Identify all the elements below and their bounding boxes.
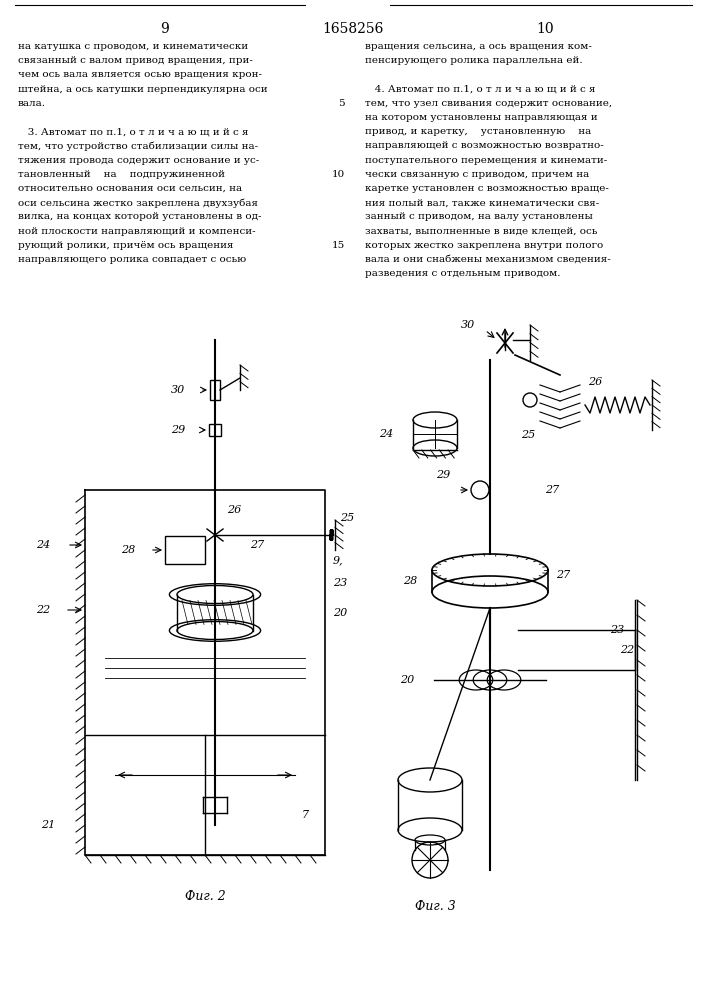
Text: 26: 26 xyxy=(588,377,602,387)
Text: относительно основания оси сельсин, на: относительно основания оси сельсин, на xyxy=(18,184,242,193)
Text: 28: 28 xyxy=(121,545,135,555)
Text: Фиг. 3: Фиг. 3 xyxy=(414,900,455,913)
Text: пенсирующего ролика параллельна ей.: пенсирующего ролика параллельна ей. xyxy=(365,56,583,65)
Text: 30: 30 xyxy=(171,385,185,395)
Text: занный с приводом, на валу установлены: занный с приводом, на валу установлены xyxy=(365,212,593,221)
Text: 24: 24 xyxy=(379,429,393,439)
Text: 5: 5 xyxy=(339,99,345,108)
Text: ния полый вал, также кинематически свя-: ния полый вал, также кинематически свя- xyxy=(365,198,600,207)
Text: 7: 7 xyxy=(301,810,308,820)
Text: 1658256: 1658256 xyxy=(322,22,384,36)
Text: вала.: вала. xyxy=(18,99,46,108)
Text: которых жестко закреплена внутри полого: которых жестко закреплена внутри полого xyxy=(365,241,603,250)
Text: вала и они снабжены механизмом сведения-: вала и они снабжены механизмом сведения- xyxy=(365,255,611,264)
Text: на котором установлены направляющая и: на котором установлены направляющая и xyxy=(365,113,597,122)
Text: поступательного перемещения и кинемати-: поступательного перемещения и кинемати- xyxy=(365,156,607,165)
Text: рующий ролики, причём ось вращения: рующий ролики, причём ось вращения xyxy=(18,241,233,250)
Text: 4. Автомат по п.1, о т л и ч а ю щ и й с я: 4. Автомат по п.1, о т л и ч а ю щ и й с… xyxy=(365,85,595,94)
Text: 15: 15 xyxy=(332,241,345,250)
Text: направляющей с возможностью возвратно-: направляющей с возможностью возвратно- xyxy=(365,141,604,150)
Text: 25: 25 xyxy=(340,513,354,523)
Text: вращения сельсина, а ось вращения ком-: вращения сельсина, а ось вращения ком- xyxy=(365,42,592,51)
Text: связанный с валом привод вращения, при-: связанный с валом привод вращения, при- xyxy=(18,56,253,65)
Text: 21: 21 xyxy=(41,820,55,830)
Text: 28: 28 xyxy=(403,576,417,586)
Text: разведения с отдельным приводом.: разведения с отдельным приводом. xyxy=(365,269,561,278)
Text: 27: 27 xyxy=(250,540,264,550)
Text: чем ось вала является осью вращения крон-: чем ось вала является осью вращения крон… xyxy=(18,70,262,79)
Text: тем, что устройство стабилизации силы на-: тем, что устройство стабилизации силы на… xyxy=(18,141,258,151)
Text: направляющего ролика совпадает с осью: направляющего ролика совпадает с осью xyxy=(18,255,246,264)
Text: 9,: 9, xyxy=(333,555,344,565)
Text: оси сельсина жестко закреплена двухзубая: оси сельсина жестко закреплена двухзубая xyxy=(18,198,258,208)
Text: 10: 10 xyxy=(332,170,345,179)
Text: вилка, на концах которой установлены в од-: вилка, на концах которой установлены в о… xyxy=(18,212,262,221)
Text: 3. Автомат по п.1, о т л и ч а ю щ и й с я: 3. Автомат по п.1, о т л и ч а ю щ и й с… xyxy=(18,127,248,136)
Text: Фиг. 2: Фиг. 2 xyxy=(185,890,226,903)
Text: 20: 20 xyxy=(399,675,414,685)
Text: тем, что узел свивания содержит основание,: тем, что узел свивания содержит основани… xyxy=(365,99,612,108)
Text: 24: 24 xyxy=(36,540,50,550)
Text: 27: 27 xyxy=(556,570,571,580)
Text: тановленный    на    подпружиненной: тановленный на подпружиненной xyxy=(18,170,225,179)
Text: 23: 23 xyxy=(610,625,624,635)
Text: каретке установлен с возможностью враще-: каретке установлен с возможностью враще- xyxy=(365,184,609,193)
Text: 22: 22 xyxy=(620,645,634,655)
Text: 22: 22 xyxy=(36,605,50,615)
Text: 25: 25 xyxy=(521,430,535,440)
Text: 29: 29 xyxy=(436,470,450,480)
Text: привод, и каретку,    установленную    на: привод, и каретку, установленную на xyxy=(365,127,591,136)
Text: 20: 20 xyxy=(333,607,347,617)
Text: 27: 27 xyxy=(545,485,559,495)
Text: 29: 29 xyxy=(171,425,185,435)
Text: чески связанную с приводом, причем на: чески связанную с приводом, причем на xyxy=(365,170,589,179)
Text: 30: 30 xyxy=(461,320,475,330)
Text: 26: 26 xyxy=(227,505,241,515)
Text: 10: 10 xyxy=(536,22,554,36)
Text: ной плоскости направляющий и компенси-: ной плоскости направляющий и компенси- xyxy=(18,227,256,236)
Text: захваты, выполненные в виде клещей, ось: захваты, выполненные в виде клещей, ось xyxy=(365,227,597,236)
Text: тяжения провода содержит основание и ус-: тяжения провода содержит основание и ус- xyxy=(18,156,259,165)
Text: 9: 9 xyxy=(160,22,170,36)
Text: штейна, а ось катушки перпендикулярна оси: штейна, а ось катушки перпендикулярна ос… xyxy=(18,85,268,94)
Text: на катушка с проводом, и кинематически: на катушка с проводом, и кинематически xyxy=(18,42,248,51)
Text: 23: 23 xyxy=(333,578,347,587)
